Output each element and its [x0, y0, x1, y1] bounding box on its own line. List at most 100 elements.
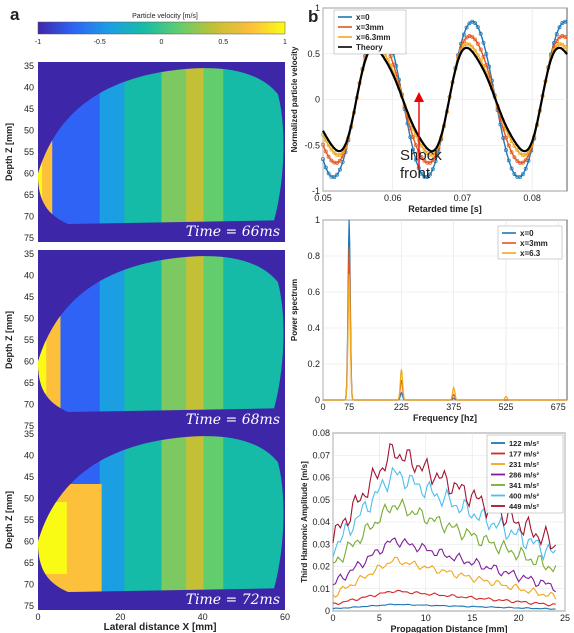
series-marker [335, 172, 340, 177]
legend-label: x=0 [520, 229, 534, 238]
xtick-label: 20 [514, 613, 524, 623]
series-marker [461, 39, 466, 44]
ytick-label: 0.07 [312, 450, 330, 460]
series-marker [512, 144, 517, 148]
a-ytick-label: 70 [24, 400, 34, 410]
a-ytick-label: 40 [24, 271, 34, 281]
xtick-label: 75 [344, 402, 354, 412]
series-line [332, 589, 556, 607]
series-line [332, 443, 557, 550]
ylabel: Power spectrum [290, 279, 299, 341]
series-line [332, 537, 557, 593]
series-marker [329, 147, 334, 152]
series-marker [335, 152, 340, 157]
time-label: Time = 66ms [186, 224, 280, 240]
xtick-label: 25 [560, 613, 570, 623]
series-marker [411, 147, 416, 152]
series-marker [461, 32, 466, 37]
series-marker [475, 53, 480, 57]
xtick-label: 0.06 [384, 193, 402, 203]
legend-label: x=0 [356, 13, 370, 22]
series-marker [470, 44, 475, 49]
series-marker [329, 158, 334, 163]
ytick-label: 0.01 [312, 584, 330, 594]
series-marker [523, 152, 528, 157]
series-marker [470, 34, 475, 39]
a-ytick-label: 75 [24, 601, 34, 611]
a-ytick-label: 70 [24, 580, 34, 590]
series-line [322, 46, 568, 153]
series-marker [337, 158, 342, 163]
colorbar-tick-label: -0.5 [94, 39, 106, 46]
a-ytick-label: 45 [24, 292, 34, 302]
xtick-label: 0.07 [454, 193, 472, 203]
a-xtick-label: 0 [35, 612, 40, 622]
ytick-label: 0 [315, 95, 320, 105]
a-ytick-label: 35 [24, 429, 34, 439]
series-marker [504, 148, 508, 153]
series-marker [425, 160, 430, 165]
a-ytick-label: 65 [24, 558, 34, 568]
series-marker [506, 158, 511, 163]
series-marker [422, 147, 427, 152]
annotation-arrowhead [414, 92, 424, 102]
velocity-band [124, 68, 163, 224]
xtick-label: 375 [446, 402, 461, 412]
xlabel: Retarded time [s] [408, 204, 482, 214]
series-marker [430, 167, 435, 172]
series-marker [563, 19, 568, 24]
xtick-label: 5 [377, 613, 382, 623]
ytick-label: 0.6 [307, 287, 320, 297]
a-ylabel: Depth Z [mm] [4, 311, 14, 369]
legend-label: 177 m/s² [509, 450, 540, 459]
series-marker [323, 165, 328, 170]
heatmap-frame: 35 40 45 50 55 60 65 70 75 Time = 68ms [24, 249, 285, 431]
series-marker [520, 153, 525, 157]
panel-b: 0.05 0.06 0.07 0.08 -1 -0.5 0 0.5 1 Retarded time… [290, 3, 568, 214]
a-ytick-label: 40 [24, 83, 34, 93]
series-line [332, 556, 557, 600]
series-marker [413, 157, 418, 162]
series-marker [506, 143, 511, 148]
colorbar-tick-label: 0.5 [218, 39, 228, 46]
series-marker [422, 158, 427, 163]
series-marker [515, 158, 520, 163]
series-marker [430, 152, 435, 157]
series-marker [337, 167, 342, 172]
series-marker [332, 160, 337, 165]
xtick-label: 0.05 [314, 193, 332, 203]
series-marker [509, 150, 514, 155]
a-ytick-label: 40 [24, 451, 34, 461]
xtick-label: 10 [421, 613, 431, 623]
velocity-band [99, 256, 126, 412]
series-marker [408, 135, 413, 140]
a-ytick-label: 60 [24, 357, 34, 367]
a-ytick-label: 45 [24, 472, 34, 482]
panel-d: 0 5 10 15 20 25 0 0.01 0.02 0.03 0.04 0.05 0.06 0.07 0… [300, 428, 570, 633]
velocity-band [223, 68, 284, 224]
xtick-label: 15 [467, 613, 477, 623]
series-marker [554, 32, 559, 36]
ylabel: Normalized particle velocity [290, 46, 299, 152]
panel-letter-a: a [10, 5, 20, 24]
series-marker [467, 42, 472, 47]
velocity-band [124, 256, 163, 412]
series-marker [481, 40, 486, 45]
series-marker [425, 175, 430, 179]
panel-letter-b-bg [305, 5, 325, 27]
xtick-label: 525 [498, 402, 513, 412]
velocity-band [99, 436, 126, 592]
series-marker [422, 174, 427, 179]
series-marker [554, 39, 559, 43]
legend-label: x=3mm [356, 23, 384, 32]
legend-label: 341 m/s² [509, 481, 540, 490]
a-ytick-label: 55 [24, 515, 34, 525]
colorbar: Particle velocity [m/s] -1 -0.5 0 0.5 1 [35, 13, 287, 46]
ytick-label: 0.4 [307, 323, 320, 333]
series-marker [509, 166, 514, 171]
a-ytick-label: 65 [24, 378, 34, 388]
a-ytick-label: 75 [24, 421, 34, 431]
